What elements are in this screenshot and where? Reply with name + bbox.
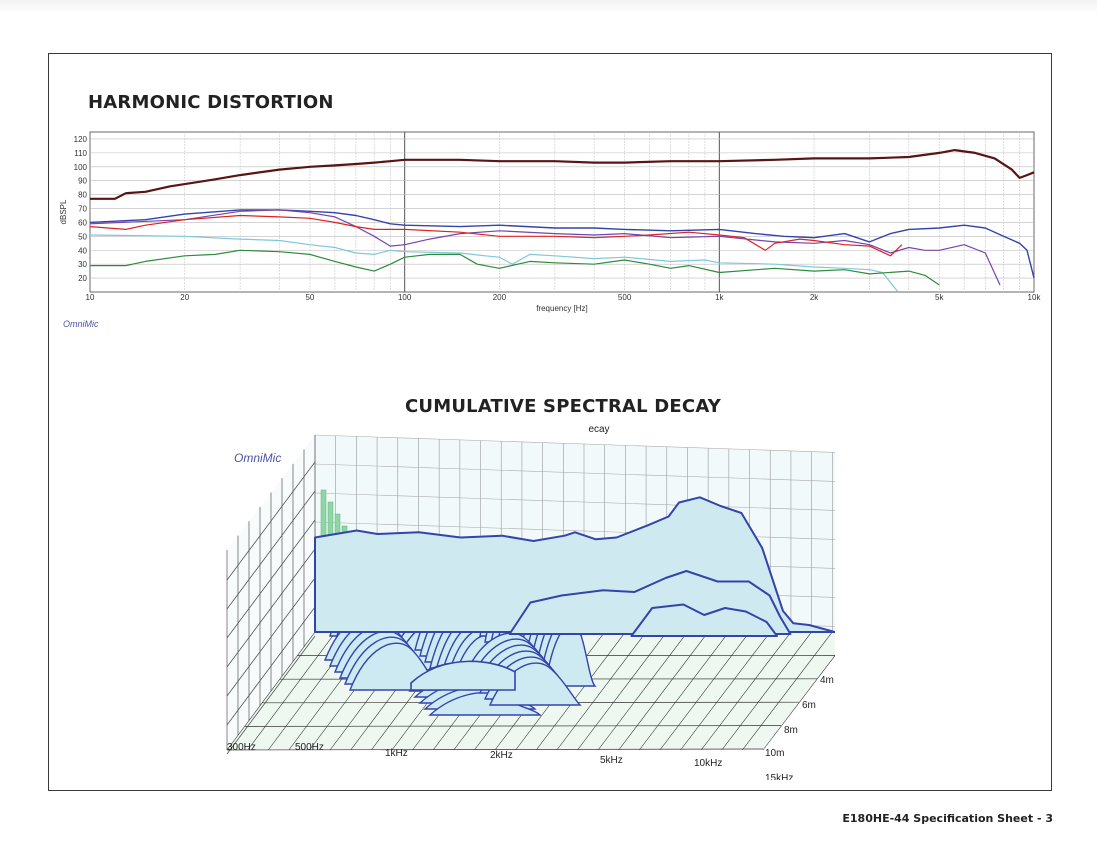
csd-time-label: 4m xyxy=(820,675,834,686)
hd-series-line-4 xyxy=(89,214,903,257)
csd-floor-timeline xyxy=(226,748,764,751)
csd-back-hline xyxy=(314,434,835,453)
hd-y-axis-label: dBSPL xyxy=(59,199,68,224)
harmonic-distortion-title: HARMONIC DISTORTION xyxy=(88,92,334,113)
hd-y-tick-label: 50 xyxy=(78,232,87,241)
spectral-decay-chart: 300Hz500Hz1kHz2kHz5kHz10kHz15kHz0 d-4-8-… xyxy=(226,424,835,780)
csd-front-ridge xyxy=(410,660,516,691)
hd-y-tick-label: 30 xyxy=(78,260,87,269)
hd-x-tick-label: 1k xyxy=(715,293,724,302)
csd-time-label: 8m xyxy=(784,725,798,736)
hd-series-line-3 xyxy=(89,209,1001,286)
hd-y-tick-label: 120 xyxy=(74,135,88,144)
hd-x-axis-label: frequency [Hz] xyxy=(536,304,588,313)
hd-x-tick-label: 10 xyxy=(86,293,95,302)
content-frame xyxy=(48,53,1052,791)
csd-freq-label: 10kHz xyxy=(694,758,722,769)
top-strip xyxy=(0,0,1097,14)
hd-series-line-2 xyxy=(89,209,1035,279)
csd-floor-freqline xyxy=(247,631,336,751)
spectral-decay-title: CUMULATIVE SPECTRAL DECAY xyxy=(405,396,721,417)
hd-omnimic-logo: OmniMic xyxy=(63,319,99,329)
csd-floor-freqline xyxy=(742,631,833,751)
csd-freq-label: 500Hz xyxy=(295,742,324,753)
csd-floor-timeline xyxy=(244,725,782,727)
csd-floor-freqline xyxy=(721,631,812,751)
csd-floor-freqline xyxy=(535,631,626,751)
csd-floor-freqline xyxy=(226,631,316,751)
hd-x-tick-label: 5k xyxy=(935,293,944,302)
harmonic-distortion-chart: 20 30 40 50 60 70 80 90 100 110 120 10 20 50 100 200 50… xyxy=(59,131,1042,329)
hd-x-tick-label: 10k xyxy=(1028,293,1042,302)
csd-floor-freqline xyxy=(556,631,647,751)
hd-series-line-6 xyxy=(90,249,940,286)
csd-floor-freqline xyxy=(597,631,688,751)
csd-omnimic-logo: OmniMic xyxy=(234,451,281,465)
csd-floor-freqline xyxy=(659,631,750,751)
hd-y-tick-label: 100 xyxy=(74,163,88,172)
hd-y-tick-label: 90 xyxy=(78,177,87,186)
csd-floor-freqline xyxy=(762,655,835,751)
csd-floor-freqline xyxy=(577,631,668,751)
csd-time-label: 10m xyxy=(765,748,784,759)
hd-x-tick-label: 50 xyxy=(305,293,314,302)
hd-y-tick-label: 20 xyxy=(78,274,87,283)
hd-y-tick-label: 80 xyxy=(78,191,87,200)
hd-x-tick-label: 500 xyxy=(618,293,632,302)
csd-floor-freqline xyxy=(700,631,792,751)
hd-series-line-5 xyxy=(89,234,899,293)
hd-y-tick-label: 60 xyxy=(78,218,87,227)
csd-back-hline xyxy=(314,492,835,511)
csd-freq-label: 2kHz xyxy=(490,750,513,761)
page-footer: E180HE-44 Specification Sheet - 3 xyxy=(842,812,1053,825)
hd-y-tick-label: 70 xyxy=(78,205,87,214)
hd-y-tick-label: 110 xyxy=(74,149,87,158)
hd-x-tick-label: 200 xyxy=(493,293,507,302)
csd-time-label: 6m xyxy=(802,700,816,711)
csd-floor-freqline xyxy=(618,631,709,751)
hd-x-tick-label: 100 xyxy=(398,293,412,302)
hd-x-tick-label: 2k xyxy=(810,293,819,302)
csd-freq-label: 300Hz xyxy=(227,742,256,753)
csd-slice-2ms xyxy=(630,603,778,637)
csd-back-hline xyxy=(314,463,835,482)
hd-series-line-1 xyxy=(90,149,1035,200)
csd-subtitle: ecay xyxy=(588,424,609,435)
csd-floor-freqline xyxy=(639,631,730,751)
hd-y-tick-label: 40 xyxy=(78,246,87,255)
csd-freq-label: 1kHz xyxy=(385,748,408,759)
hd-x-tick-label: 20 xyxy=(180,293,189,302)
csd-floor-freqline xyxy=(680,631,771,751)
csd-freq-label: 15kHz xyxy=(765,773,793,780)
csd-back-hline xyxy=(314,521,835,540)
csd-freq-label: 5kHz xyxy=(600,755,623,766)
